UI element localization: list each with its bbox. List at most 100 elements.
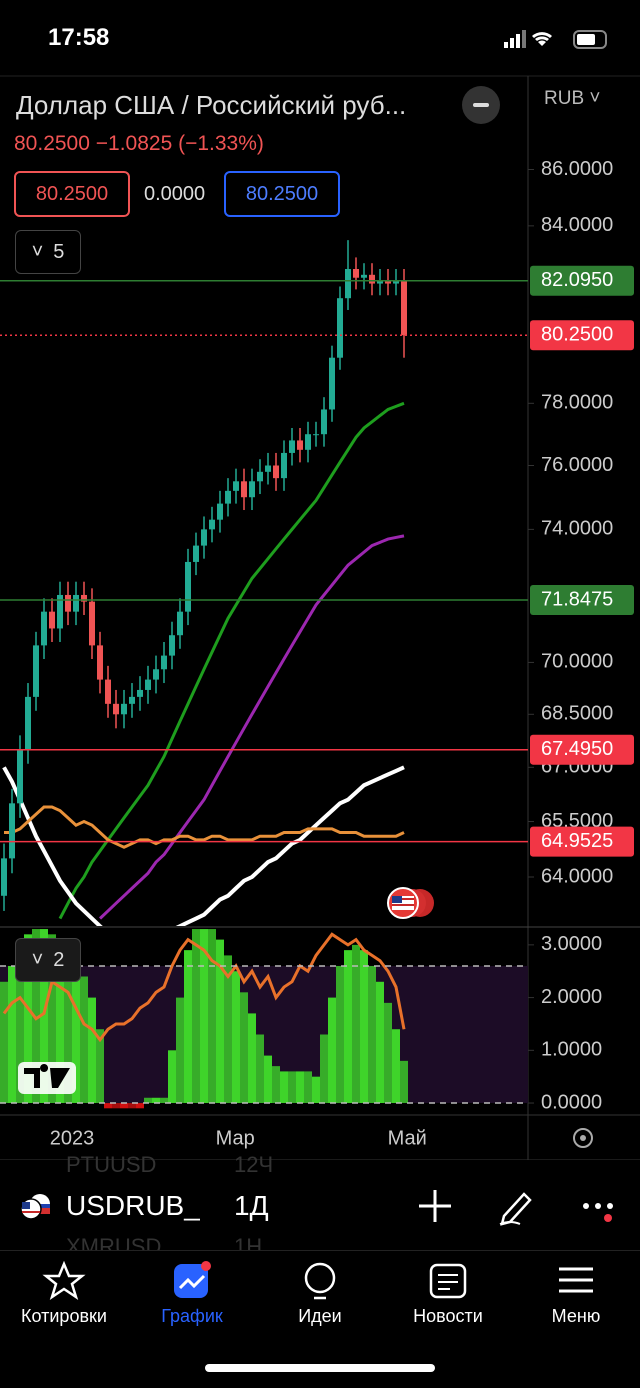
candle-body bbox=[345, 268, 351, 299]
histogram-bar bbox=[344, 950, 352, 1104]
candle-body bbox=[65, 594, 71, 612]
histogram-bar bbox=[264, 1055, 272, 1104]
interval[interactable]: 1Д bbox=[234, 1190, 269, 1222]
candle-body bbox=[105, 679, 111, 704]
histogram-bar bbox=[64, 950, 72, 1104]
change-pct: (−1.33%) bbox=[178, 132, 264, 155]
candle-body bbox=[257, 471, 263, 482]
y-tick-label: 74.0000 bbox=[541, 518, 613, 540]
histogram-bar bbox=[160, 1097, 168, 1104]
histogram-bar bbox=[96, 1029, 104, 1104]
candle-body bbox=[289, 440, 295, 453]
level-label: 64.9525 bbox=[541, 830, 613, 852]
y-tick-label: 78.0000 bbox=[541, 392, 613, 414]
histogram-bar bbox=[56, 939, 64, 1104]
candle-body bbox=[41, 611, 47, 646]
lower-indicators-toggle[interactable]: ˅ 2 bbox=[15, 938, 81, 982]
collapse-button[interactable] bbox=[462, 86, 500, 124]
histogram-bar bbox=[368, 965, 376, 1104]
symbol-title: Доллар США / Российский руб... bbox=[16, 90, 407, 120]
level-label-bg bbox=[530, 320, 634, 351]
currency-label: RUB bbox=[544, 88, 585, 109]
price-line: 80.2500 −1.0825 (−1.33%) bbox=[14, 132, 264, 156]
candle-body bbox=[25, 696, 31, 750]
add-button[interactable] bbox=[419, 1190, 451, 1222]
histogram-bar bbox=[312, 1076, 320, 1104]
candle-body bbox=[297, 440, 303, 450]
histogram-bar bbox=[48, 934, 56, 1104]
candle-body bbox=[249, 481, 255, 498]
y-tick-label: 2.0000 bbox=[541, 986, 602, 1008]
draw-button[interactable] bbox=[499, 1192, 532, 1226]
toolbar-icons bbox=[419, 1190, 613, 1226]
histogram-bar bbox=[288, 1071, 296, 1104]
indicator-line bbox=[2, 765, 405, 926]
tab[interactable]: Котировки bbox=[0, 1262, 128, 1327]
histogram-bar bbox=[256, 1034, 264, 1104]
tab[interactable]: Новости bbox=[384, 1262, 512, 1327]
tab[interactable]: График bbox=[128, 1262, 256, 1327]
sell-button[interactable]: 80.2500 bbox=[14, 171, 130, 217]
histogram-bar bbox=[392, 1029, 400, 1104]
level-label-bg bbox=[530, 265, 634, 296]
candle-body bbox=[337, 298, 343, 358]
y-tick-label: 1.0000 bbox=[541, 1039, 602, 1061]
level-label-bg bbox=[530, 734, 634, 765]
histogram-bar bbox=[184, 950, 192, 1104]
candle-body bbox=[153, 669, 159, 680]
candle-body bbox=[265, 465, 271, 472]
candle-body bbox=[1, 858, 7, 896]
price: 80.2500 bbox=[14, 132, 90, 155]
histogram-bar bbox=[336, 965, 344, 1104]
histogram-bar bbox=[0, 981, 8, 1104]
status-icons bbox=[504, 30, 607, 49]
histogram-bar bbox=[72, 960, 80, 1104]
histogram-bar bbox=[200, 929, 208, 1104]
tab[interactable]: Меню bbox=[512, 1262, 640, 1327]
candle-body bbox=[385, 280, 391, 284]
ask: 80.2500 bbox=[245, 182, 319, 205]
buy-button[interactable]: 80.2500 bbox=[224, 171, 340, 217]
tab[interactable]: Идеи bbox=[256, 1262, 384, 1327]
event-icon[interactable] bbox=[387, 887, 434, 919]
tab-label: Котировки bbox=[21, 1306, 107, 1326]
y-tick-label: 0.0000 bbox=[541, 1091, 602, 1113]
indicator-line bbox=[2, 932, 406, 1043]
indicators-toggle[interactable]: ˅ 5 bbox=[15, 230, 81, 274]
currency[interactable]: RUB ˅ bbox=[544, 88, 601, 109]
candle-body bbox=[201, 529, 207, 546]
candle-body bbox=[361, 274, 367, 278]
histogram-bar bbox=[296, 1071, 304, 1104]
indicator-line bbox=[98, 534, 405, 920]
histogram-bar bbox=[384, 1002, 392, 1104]
x-tick-label: Май bbox=[388, 1127, 427, 1149]
symbol[interactable]: USDRUB_ bbox=[66, 1190, 200, 1222]
symbol-flags bbox=[20, 1194, 50, 1220]
y-tick-label: 65.5000 bbox=[541, 810, 613, 832]
tab-label: Идеи bbox=[298, 1306, 342, 1326]
candle-body bbox=[393, 280, 399, 284]
x-tick-label: Мар bbox=[216, 1127, 255, 1149]
candle-body bbox=[233, 481, 239, 491]
candle-body bbox=[281, 452, 287, 479]
y-tick-label: 76.0000 bbox=[541, 454, 613, 476]
tab-label: Меню bbox=[551, 1306, 601, 1326]
histogram-bar bbox=[120, 1103, 128, 1109]
lower-indicators-count: 2 bbox=[53, 948, 65, 971]
histogram-bar bbox=[272, 1066, 280, 1104]
candle-body bbox=[193, 545, 199, 562]
status-time: 17:58 bbox=[48, 24, 110, 51]
more-button[interactable] bbox=[583, 1203, 613, 1222]
candle-body bbox=[241, 481, 247, 498]
histogram-bar bbox=[168, 1050, 176, 1104]
candle-body bbox=[89, 601, 95, 646]
histogram-bar bbox=[144, 1097, 152, 1104]
settings-icon[interactable] bbox=[573, 1128, 593, 1148]
histogram-bar bbox=[104, 1103, 112, 1109]
histogram-bar bbox=[136, 1103, 144, 1109]
histogram-bar bbox=[80, 976, 88, 1104]
candle-body bbox=[57, 594, 63, 629]
candle-body bbox=[217, 503, 223, 520]
histogram-bar bbox=[152, 1097, 160, 1104]
